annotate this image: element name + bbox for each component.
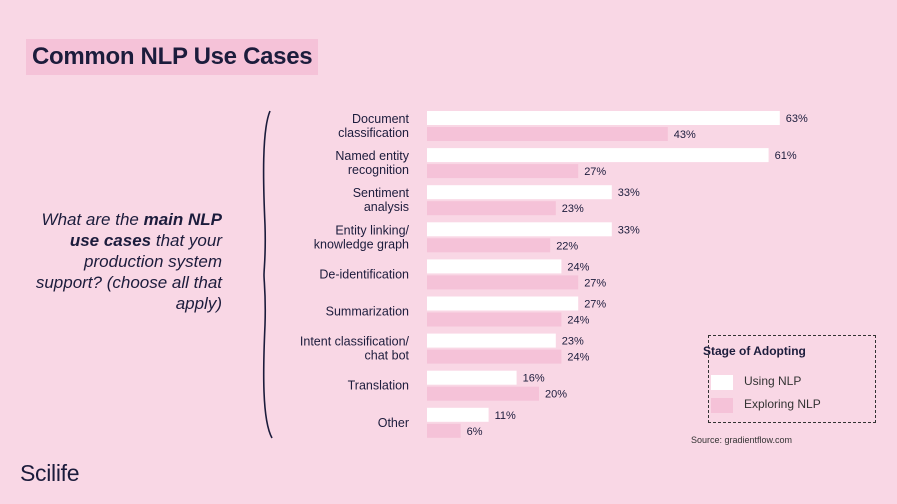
legend-label-exploring: Exploring NLP: [744, 397, 821, 411]
question-part-1: What are the: [41, 210, 144, 229]
page-title: Common NLP Use Cases: [32, 43, 313, 70]
bar-value-label: 22%: [556, 240, 578, 252]
category-label: Named entity: [335, 149, 409, 163]
category-label: analysis: [364, 200, 409, 214]
category-label: Sentiment: [353, 186, 410, 200]
bar-exploring-nlp: [427, 201, 556, 216]
legend-title: Stage of Adopting: [703, 344, 806, 358]
bar-using-nlp: [427, 370, 517, 385]
bar-using-nlp: [427, 296, 579, 311]
category-label: De-identification: [319, 267, 409, 281]
category-label: Intent classification/: [300, 335, 410, 349]
category-label: classification: [338, 126, 409, 140]
bar-exploring-nlp: [427, 386, 539, 401]
source-note: Source: gradientflow.com: [691, 435, 793, 445]
bar-exploring-nlp: [427, 164, 579, 179]
bar-value-label: 63%: [786, 113, 808, 125]
bar-value-label: 43%: [674, 129, 696, 141]
category-label: Entity linking/: [335, 223, 409, 237]
category-label: Other: [378, 416, 409, 430]
bar-using-nlp: [427, 185, 612, 200]
category-label: chat bot: [365, 349, 410, 363]
bar-value-label: 27%: [584, 166, 606, 178]
bar-value-label: 27%: [584, 277, 606, 289]
bar-value-label: 23%: [562, 203, 584, 215]
bar-exploring-nlp: [427, 349, 562, 364]
category-label: Summarization: [326, 305, 409, 319]
legend-label-using: Using NLP: [744, 374, 802, 388]
bar-using-nlp: [427, 111, 780, 125]
bar-value-label: 16%: [523, 373, 545, 385]
category-label: Translation: [348, 379, 409, 393]
legend-swatch-using: [711, 375, 733, 390]
bar-using-nlp: [427, 148, 769, 163]
bar-using-nlp: [427, 222, 612, 237]
bar-using-nlp: [427, 333, 556, 348]
bar-value-label: 20%: [545, 389, 567, 401]
bar-value-label: 33%: [618, 224, 640, 236]
legend-swatch-exploring: [711, 398, 733, 413]
bar-using-nlp: [427, 407, 489, 422]
question-bold: main NLP use cases: [69, 210, 222, 250]
bar-using-nlp: [427, 259, 562, 274]
category-label: Document: [352, 112, 409, 126]
scilife-logo: Scilife: [20, 460, 80, 486]
survey-question: What are the main NLP use cases that you…: [20, 209, 222, 314]
bar-value-label: 6%: [467, 426, 483, 438]
bar-value-label: 11%: [495, 410, 516, 422]
bar-exploring-nlp: [427, 312, 562, 327]
bar-value-label: 24%: [567, 261, 589, 273]
question-part-2: that your production system support? (ch…: [35, 231, 222, 313]
bar-value-label: 24%: [567, 352, 589, 364]
legend-box: [708, 335, 876, 423]
category-label: knowledge graph: [314, 237, 409, 251]
bar-exploring-nlp: [427, 238, 551, 253]
bar-exploring-nlp: [427, 127, 668, 141]
bar-value-label: 27%: [584, 299, 606, 311]
bar-exploring-nlp: [427, 275, 579, 290]
bar-value-label: 61%: [775, 150, 797, 162]
curly-brace: [262, 110, 273, 439]
bar-value-label: 33%: [618, 187, 640, 199]
bar-exploring-nlp: [427, 423, 461, 438]
title-highlight: Common NLP Use Cases: [26, 39, 319, 75]
bar-value-label: 23%: [562, 336, 584, 348]
bar-value-label: 24%: [567, 315, 589, 327]
category-label: recognition: [348, 163, 409, 177]
